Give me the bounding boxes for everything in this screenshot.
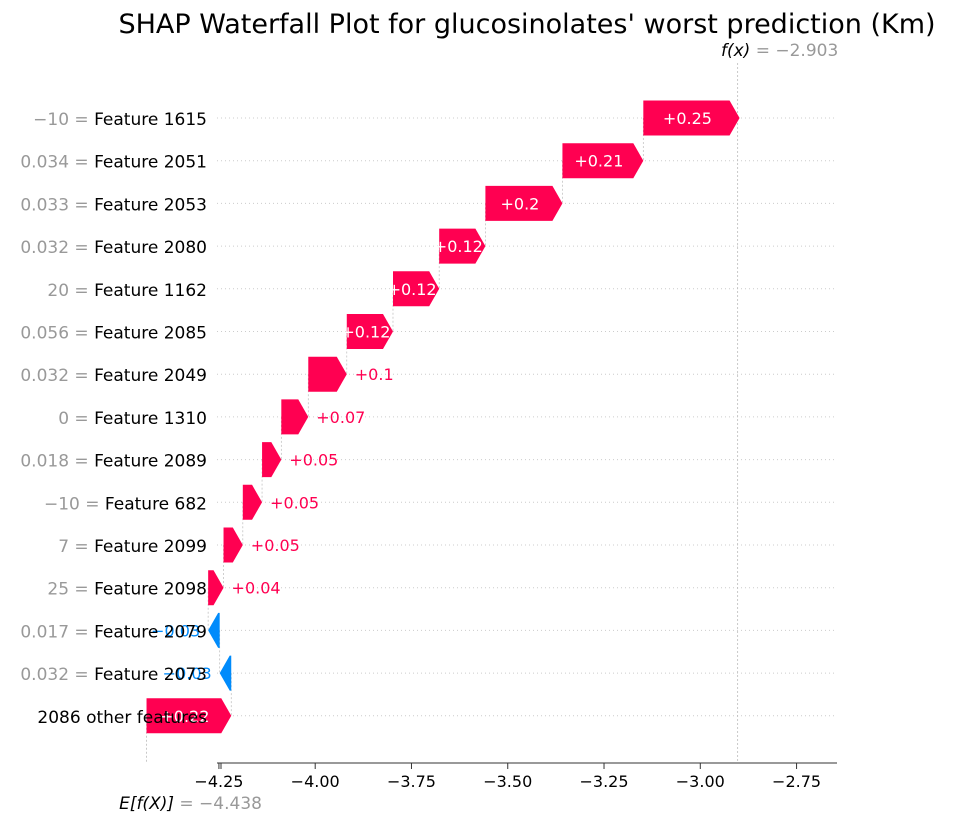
feature-value: −10 = — [33, 110, 94, 130]
x-axis-tick-label: −3.25 — [580, 772, 629, 791]
feature-value: 0.032 = — [20, 238, 94, 258]
bar-value-label: +0.05 — [289, 451, 338, 470]
feature-value: 0.033 = — [20, 195, 94, 215]
bar-positive — [439, 228, 486, 264]
feature-value: 25 = — [47, 580, 94, 600]
feature-label: 25 = Feature 2098 — [47, 580, 207, 600]
expression-label: f(x) — [721, 41, 756, 61]
bar-value-label: +0.12 — [341, 323, 390, 342]
bar-value-label: +0.05 — [251, 536, 300, 555]
bar-value-label: −0.03 — [163, 664, 212, 683]
x-axis-tick-label: −4.00 — [291, 772, 340, 791]
expression-value: = −4.438 — [179, 794, 262, 814]
feature-value: 0.034 = — [20, 153, 94, 173]
bar-value-label: +0.12 — [434, 237, 483, 256]
bar-positive — [308, 356, 347, 392]
chart-title: SHAP Waterfall Plot for glucosinolates' … — [118, 9, 935, 40]
feature-label: 7 = Feature 2099 — [58, 537, 207, 557]
base-value-label: E[f(X)] = −4.438 — [119, 794, 262, 814]
feature-value: 0.056 = — [20, 324, 94, 344]
bar-value-label: +0.22 — [160, 707, 209, 726]
feature-name: Feature 2098 — [94, 580, 207, 600]
x-axis-tick-label: −3.00 — [676, 772, 725, 791]
bar-value-label: +0.2 — [500, 194, 539, 213]
feature-name: Feature 2085 — [94, 324, 207, 344]
bar-value-label: +0.05 — [270, 493, 319, 512]
bar-positive — [643, 100, 740, 136]
feature-value: 20 = — [47, 281, 94, 301]
feature-name: Feature 1162 — [94, 281, 207, 301]
bar-positive — [562, 143, 644, 179]
bar-value-label: +0.1 — [355, 365, 394, 384]
bar-positive — [485, 185, 563, 221]
bars: +0.25 +0.21 +0.2 +0.12 +0.12 +0.12 +0.1 +0.07 +0… — [146, 100, 740, 734]
feature-label: −10 = Feature 682 — [44, 494, 207, 514]
feature-label: 0.034 = Feature 2051 — [20, 153, 207, 173]
feature-label: 0.017 = Feature 2079 — [20, 622, 207, 642]
feature-value: 0.032 = — [20, 665, 94, 685]
bar-value-label: +0.12 — [388, 280, 437, 299]
bar-positive — [146, 698, 232, 734]
feature-name: Feature 2053 — [94, 195, 207, 215]
feature-name: Feature 2089 — [94, 452, 207, 472]
feature-name: Feature 2079 — [94, 622, 207, 642]
bar-positive — [208, 570, 224, 606]
feature-label: 0 = Feature 1310 — [58, 409, 207, 429]
feature-label: 0.032 = Feature 2073 — [20, 665, 207, 685]
bar-negative — [208, 612, 220, 648]
feature-value: −10 = — [44, 494, 105, 514]
final-value-label: f(x) = −2.903 — [721, 41, 838, 61]
bar-negative — [219, 655, 232, 691]
expression-value: = −2.903 — [756, 41, 839, 61]
feature-label: −10 = Feature 1615 — [33, 110, 207, 130]
feature-name: Feature 682 — [105, 494, 207, 514]
feature-name: Feature 1615 — [94, 110, 207, 130]
bar-positive — [223, 527, 243, 563]
x-axis-tick-label: −4.25 — [194, 772, 243, 791]
feature-label: 0.033 = Feature 2053 — [20, 195, 207, 215]
bar-value-label: +0.04 — [232, 579, 281, 598]
feature-value: 0.032 = — [20, 366, 94, 386]
expression-label: E[f(X)] — [119, 794, 179, 814]
feature-name: Feature 2049 — [94, 366, 207, 386]
feature-label: 0.032 = Feature 2049 — [20, 366, 207, 386]
bar-value-label: −0.03 — [151, 621, 200, 640]
x-axis-tick-label: −2.75 — [772, 772, 821, 791]
x-axis-tick-label: −3.50 — [483, 772, 532, 791]
feature-name: 2086 other features — [37, 708, 207, 728]
x-axis: −4.25 −4.00 −3.75 −3.50 −3.25 −3.00 −2.75 — [194, 762, 837, 791]
reference-lines — [146, 63, 739, 763]
feature-name: Feature 1310 — [94, 409, 207, 429]
bar-value-label: +0.07 — [316, 408, 365, 427]
feature-value: 0.018 = — [20, 452, 94, 472]
row-gridlines — [217, 117, 837, 717]
bar-value-label: +0.25 — [663, 109, 712, 128]
feature-name: Feature 2099 — [94, 537, 207, 557]
feature-label: 20 = Feature 1162 — [47, 281, 207, 301]
bar-positive — [242, 484, 263, 520]
bar-positive — [346, 314, 393, 349]
bar-positive — [281, 399, 309, 435]
feature-name: Feature 2073 — [94, 665, 207, 685]
x-axis-tick-label: −3.75 — [387, 772, 436, 791]
feature-name: Feature 2080 — [94, 238, 207, 258]
bar-positive — [392, 271, 440, 307]
feature-name: Feature 2051 — [94, 153, 207, 173]
feature-value: 0 = — [58, 409, 94, 429]
feature-label: 0.018 = Feature 2089 — [20, 452, 207, 472]
feature-label: 0.032 = Feature 2080 — [20, 238, 207, 258]
bar-value-label: +0.21 — [574, 152, 623, 171]
feature-value: 0.017 = — [20, 622, 94, 642]
feature-label: 2086 other features — [37, 708, 207, 728]
bar-positive — [262, 442, 282, 478]
feature-label: 0.056 = Feature 2085 — [20, 324, 207, 344]
feature-value: 7 = — [58, 537, 94, 557]
